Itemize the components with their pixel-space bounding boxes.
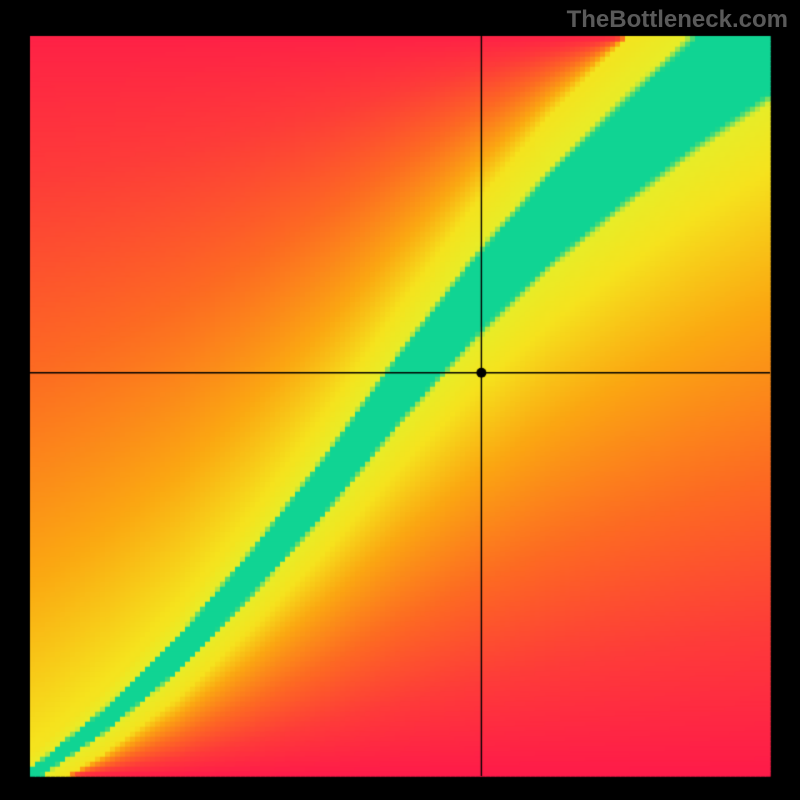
heatmap-canvas — [0, 0, 800, 800]
chart-stage: TheBottleneck.com — [0, 0, 800, 800]
watermark-label: TheBottleneck.com — [567, 6, 788, 34]
